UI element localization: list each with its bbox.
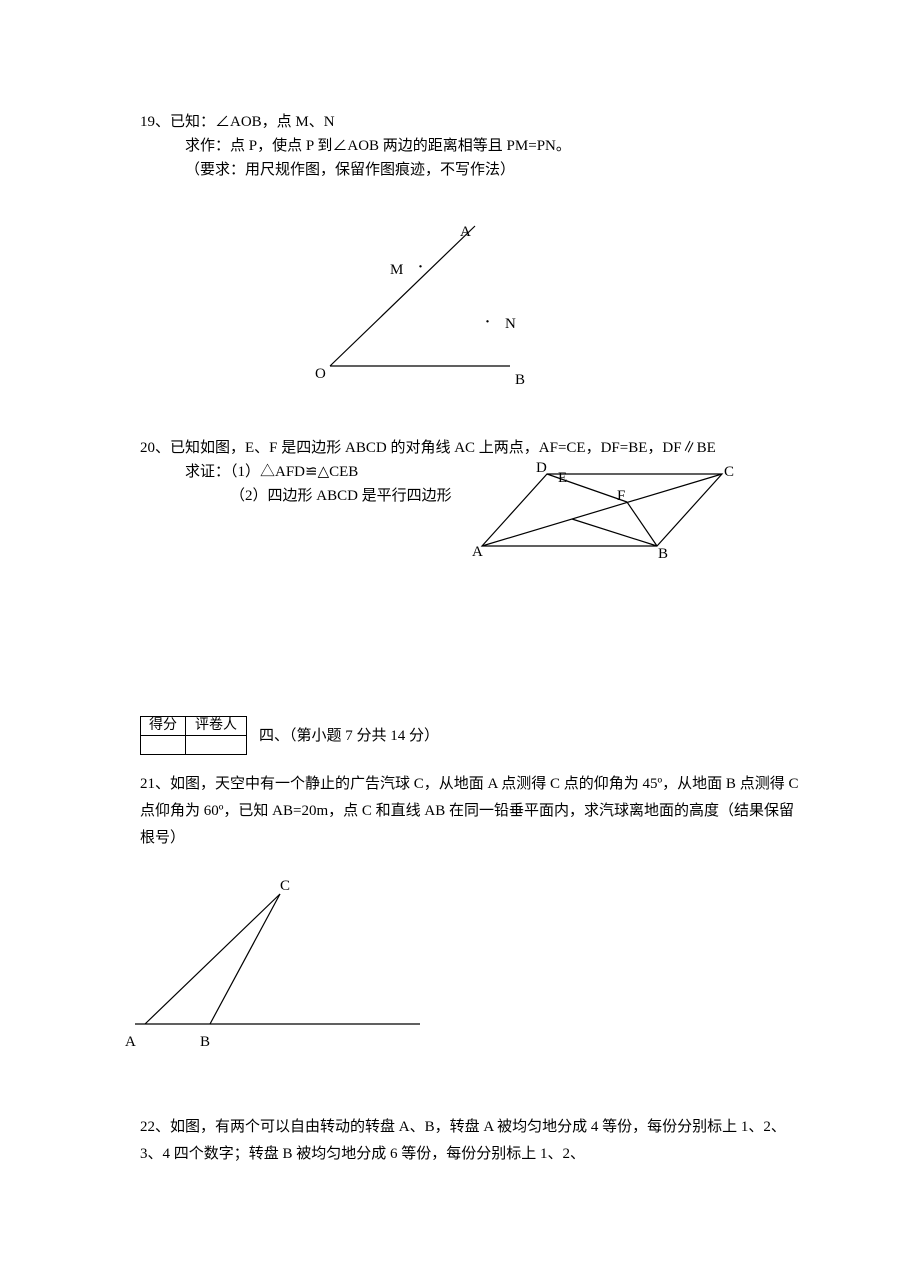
q19-dot-N: ·: [485, 314, 490, 330]
score-cell-2: [186, 736, 247, 755]
q21-number: 21、: [140, 776, 170, 792]
problem-19: 19、已知：∠AOB，点 M、N 求作：点 P，使点 P 到∠AOB 两边的距离…: [140, 110, 805, 396]
q21-label-C: C: [280, 878, 290, 894]
q20-label-A: A: [472, 544, 483, 560]
q21-label-B: B: [200, 1034, 210, 1050]
q20-line2: 求证：（1）△AFD≌△CEB: [140, 460, 452, 484]
q19-label-N: N: [505, 316, 516, 332]
q19-svg: O A B M · · N: [300, 206, 560, 396]
problem-22: 22、如图，有两个可以自由转动的转盘 A、B，转盘 A 被均匀地分成 4 等份，…: [140, 1114, 805, 1168]
problem-21: 21、如图，天空中有一个静止的广告汽球 C，从地面 A 点测得 C 点的仰角为 …: [140, 771, 805, 1064]
q19-figure: O A B M · · N: [300, 206, 805, 396]
q19-text: 19、已知：∠AOB，点 M、N 求作：点 P，使点 P 到∠AOB 两边的距离…: [140, 110, 805, 182]
q19-label-B: B: [515, 372, 525, 388]
q19-label-M: M: [390, 262, 403, 278]
q21-figure: A B C: [120, 874, 805, 1064]
q19-dot-M: ·: [418, 259, 423, 275]
q20-label-D: D: [536, 460, 547, 476]
q22-number: 22、: [140, 1119, 170, 1135]
q19-label-A: A: [460, 224, 471, 240]
q20-figure: A B C D E F: [462, 456, 742, 566]
q19-line2: 求作：点 P，使点 P 到∠AOB 两边的距离相等且 PM=PN。: [140, 134, 805, 158]
section-4-title: 四、（第小题 7 分共 14 分）: [259, 724, 439, 748]
q22-text-body: 如图，有两个可以自由转动的转盘 A、B，转盘 A 被均匀地分成 4 等份，每份分…: [140, 1119, 786, 1162]
q20-line3: （2）四边形 ABCD 是平行四边形: [140, 484, 452, 508]
q20-label-E: E: [558, 470, 567, 486]
q21-label-A: A: [125, 1034, 136, 1050]
q21-text-body: 如图，天空中有一个静止的广告汽球 C，从地面 A 点测得 C 点的仰角为 45º…: [140, 776, 798, 846]
score-header-1: 得分: [141, 717, 186, 736]
q20-label-F: F: [617, 488, 625, 504]
q20-label-C: C: [724, 464, 734, 480]
problem-20: 20、已知如图，E、F 是四边形 ABCD 的对角线 AC 上两点，AF=CE，…: [140, 436, 805, 566]
score-table: 得分 评卷人: [140, 716, 247, 755]
q20-number: 20、: [140, 440, 170, 456]
q20-line1: 已知如图，E、F 是四边形 ABCD 的对角线 AC 上两点，AF=CE，DF=…: [170, 440, 716, 456]
score-header-2: 评卷人: [186, 717, 247, 736]
q21-svg: A B C: [120, 874, 440, 1064]
q19-number: 19、: [140, 114, 170, 130]
q20-svg: A B C D E F: [462, 456, 742, 566]
q19-line1: 已知：∠AOB，点 M、N: [170, 114, 335, 130]
q20-label-B: B: [658, 546, 668, 562]
q19-label-O: O: [315, 366, 326, 382]
section-4-header: 得分 评卷人 四、（第小题 7 分共 14 分）: [140, 716, 805, 755]
q19-line3: （要求：用尺规作图，保留作图痕迹，不写作法）: [140, 158, 805, 182]
score-cell-1: [141, 736, 186, 755]
